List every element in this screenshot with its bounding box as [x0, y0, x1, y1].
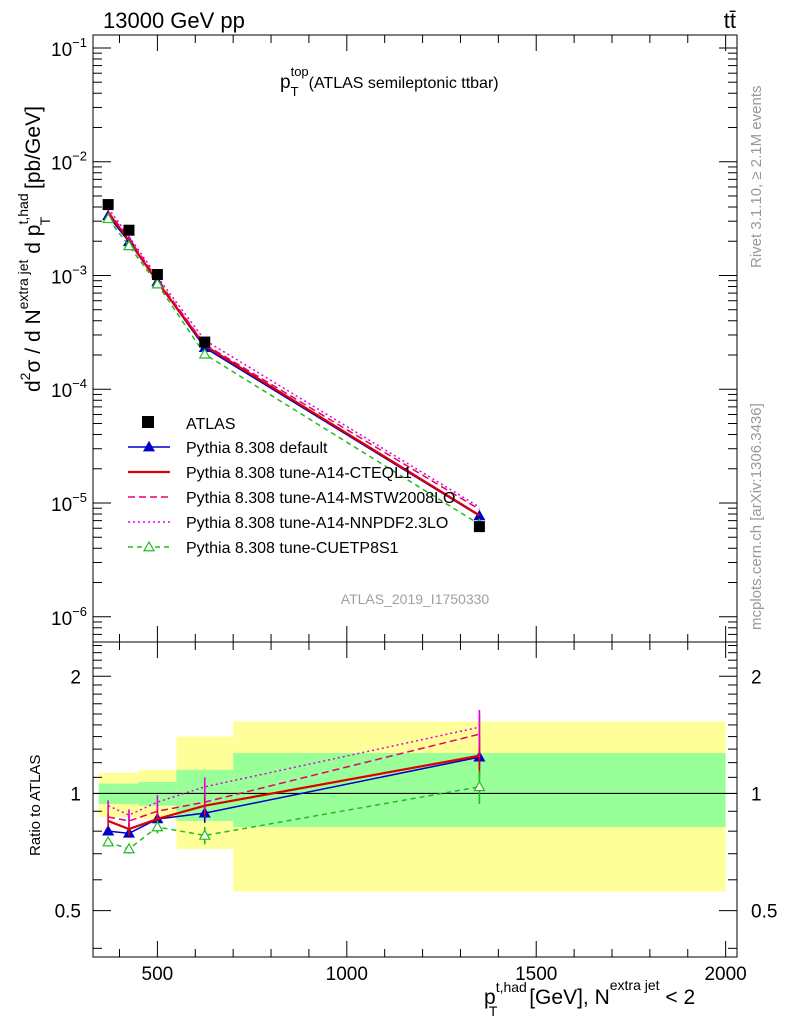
x-tick-label: 1500: [515, 964, 557, 985]
plot-title: ptop T (ATLAS semileptonic ttbar): [280, 64, 499, 99]
data-point: [123, 224, 135, 236]
series-marker: [198, 348, 211, 359]
y-tick-label: 10−6: [51, 604, 87, 630]
series-marker: [151, 277, 164, 289]
legend-label: Pythia 8.308 tune-CUETP8S1: [186, 540, 399, 557]
x-tick-label: 2000: [704, 964, 746, 985]
series-marker: [198, 829, 211, 840]
ratio-series: [102, 709, 486, 854]
ratio-plot-frame: [92, 641, 738, 958]
rivet-version-label: Rivet 3.1.10, ≥ 2.1M events: [748, 85, 765, 269]
data-point: [151, 269, 163, 281]
legend-label: Pythia 8.308 tune-A14-MSTW2008LO: [186, 490, 455, 507]
series-marker: [151, 820, 164, 832]
series-marker: [102, 824, 115, 836]
data-point: [102, 199, 114, 211]
legend-label: Pythia 8.308 default: [186, 440, 328, 457]
atlas-data-points: [102, 199, 485, 533]
series-marker: [142, 540, 156, 552]
ratio-plot-border: [92, 641, 738, 958]
ratio-plot-ticks: 0.5 0.5 1 1 2 2 500 1000 1500 2000: [55, 642, 777, 985]
y-tick-label: 1: [70, 784, 81, 805]
x-axis-label: pt,had T [GeV], Nextra jet < 2: [484, 977, 695, 1019]
y-tick-label-right: 2: [751, 667, 762, 688]
data-point: [473, 521, 485, 533]
y-tick-label: 10−1: [51, 35, 87, 61]
legend-label: Pythia 8.308 tune-A14-NNPDF2.3LO: [186, 515, 448, 532]
series-marker: [122, 239, 136, 251]
series-marker: [102, 212, 115, 224]
data-point: [199, 336, 211, 348]
main-y-axis-label: d2σ / d Nextra jet d pt,had T [pb/GeV]: [15, 106, 53, 392]
y-tick-label: 10−4: [51, 376, 87, 402]
process-label: tt̄: [724, 8, 736, 33]
series-marker: [473, 780, 486, 792]
legend-marker: [142, 416, 154, 428]
mcplots-label: mcplots.cern.ch [arXiv:1306.3436]: [748, 403, 765, 630]
x-tick-label: 500: [142, 964, 174, 985]
ratio-uncertainty-bands: [93, 721, 737, 892]
main-plot-ticks: 10−6 10−5 10−4 10−3 10−2 10−1: [51, 35, 737, 643]
ratio-line: [108, 733, 480, 822]
ratio-line: [107, 726, 480, 816]
y-tick-label: 10−5: [51, 490, 87, 516]
legend: ATLAS Pythia 8.308 default Pythia 8.308 tu…: [128, 416, 455, 557]
legend-label: Pythia 8.308 tune-A14-CTEQL1: [186, 465, 412, 482]
series-marker: [102, 835, 115, 847]
series-line: [107, 211, 480, 510]
y-tick-label: 2: [70, 667, 81, 688]
ratio-y-axis-label: Ratio to ATLAS: [27, 755, 44, 856]
series-line: [107, 207, 480, 508]
y-tick-label-right: 1: [751, 784, 762, 805]
energy-label: 13000 GeV pp: [103, 8, 245, 33]
y-tick-label: 10−3: [51, 262, 87, 288]
legend-label: ATLAS: [186, 416, 236, 433]
series-marker: [142, 440, 156, 452]
y-tick-label-right: 0.5: [751, 902, 777, 923]
analysis-id: ATLAS_2019_I1750330: [341, 591, 490, 607]
y-tick-label: 0.5: [55, 902, 81, 923]
x-tick-label: 1000: [326, 964, 368, 985]
y-tick-label: 10−2: [51, 149, 87, 175]
series-marker: [122, 842, 136, 854]
